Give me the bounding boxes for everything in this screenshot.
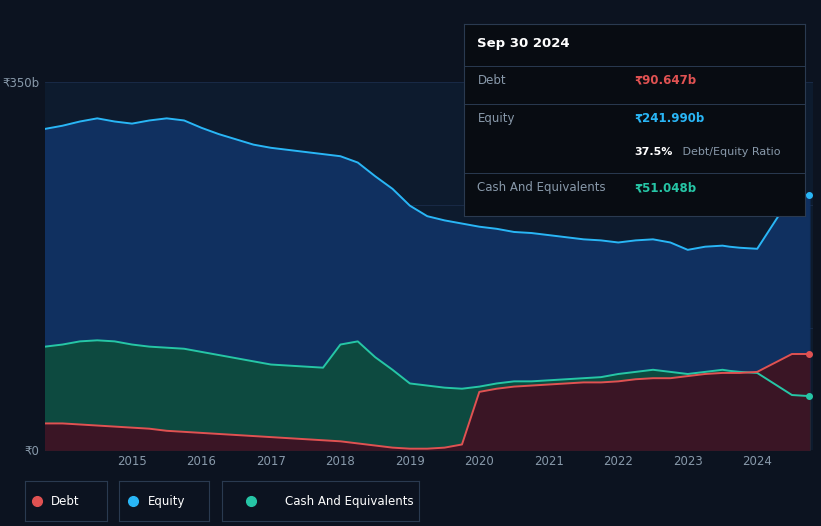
Text: ₹241.990b: ₹241.990b xyxy=(635,112,704,125)
Text: Debt: Debt xyxy=(478,74,506,87)
Text: Debt/Equity Ratio: Debt/Equity Ratio xyxy=(678,147,780,157)
Text: 37.5%: 37.5% xyxy=(635,147,672,157)
Text: ₹90.647b: ₹90.647b xyxy=(635,74,696,87)
Text: Cash And Equivalents: Cash And Equivalents xyxy=(478,181,606,194)
Text: Equity: Equity xyxy=(148,494,186,508)
Text: Equity: Equity xyxy=(478,112,515,125)
Text: Cash And Equivalents: Cash And Equivalents xyxy=(285,494,413,508)
Text: Sep 30 2024: Sep 30 2024 xyxy=(478,37,570,50)
Text: ₹51.048b: ₹51.048b xyxy=(635,181,696,194)
Text: Debt: Debt xyxy=(51,494,80,508)
